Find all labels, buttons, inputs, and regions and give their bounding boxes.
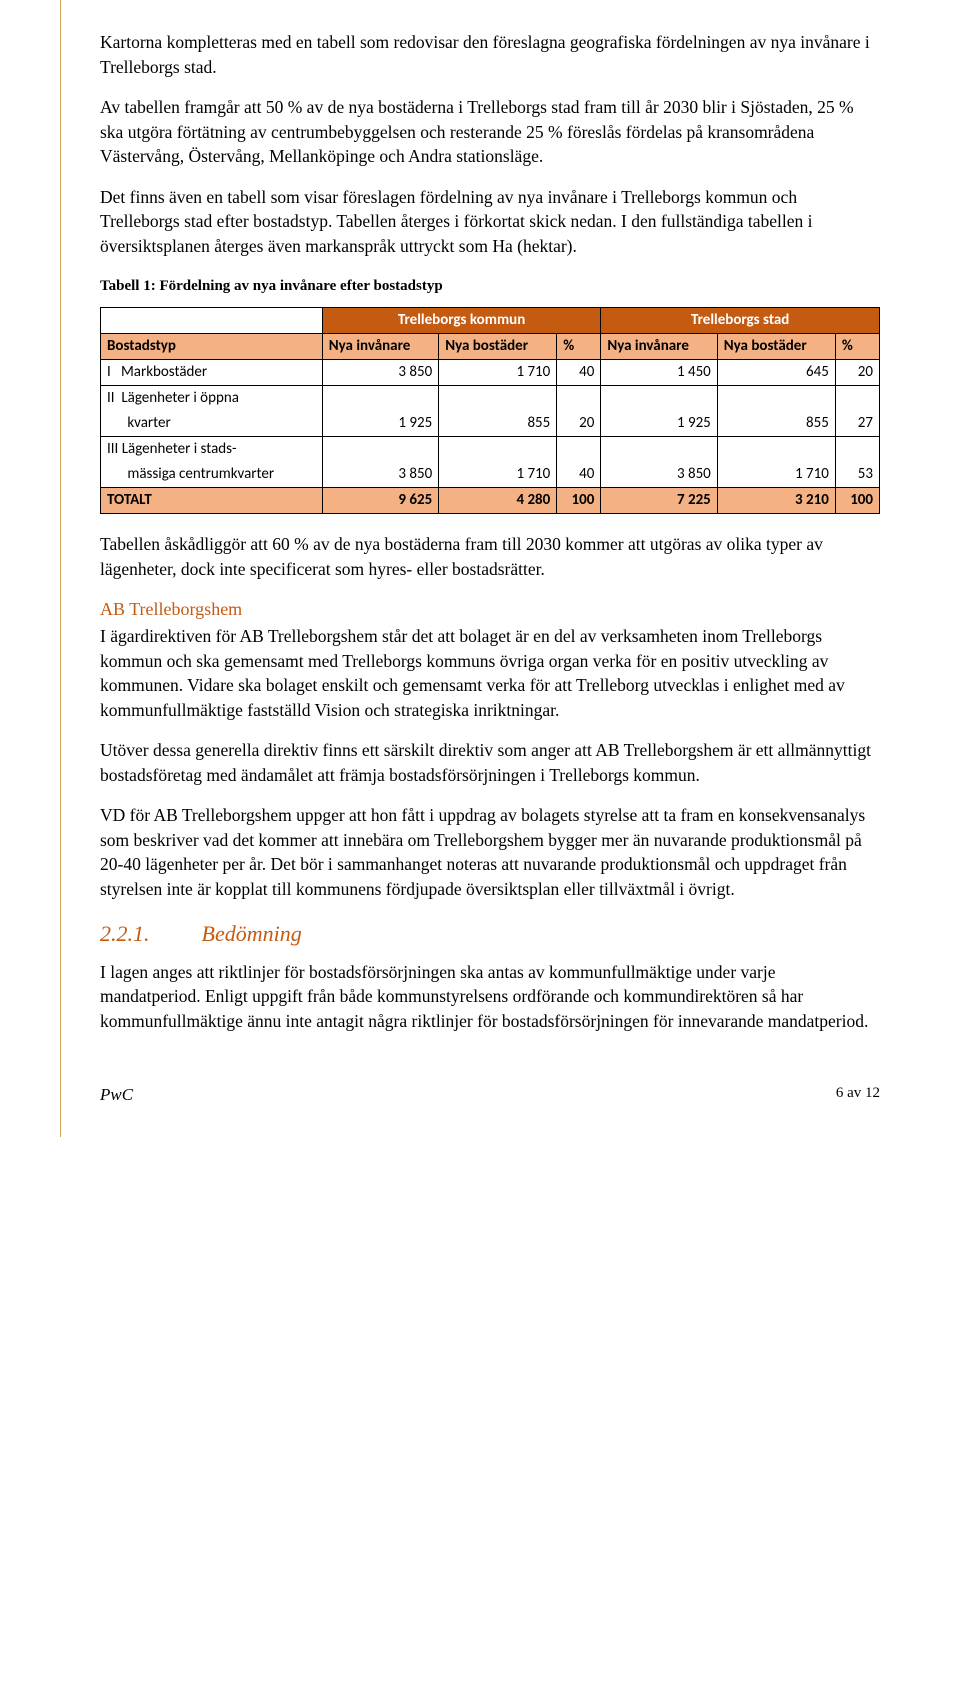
table-column-header: Nya invånare: [322, 334, 438, 360]
paragraph: Tabellen åskådliggör att 60 % av de nya …: [100, 532, 880, 581]
table-group-header: Trelleborgs kommun: [322, 308, 601, 334]
table-cell: 1 710: [439, 462, 557, 488]
table-cell: [557, 437, 601, 463]
table-cell: [322, 386, 438, 412]
table-group-header: Trelleborgs stad: [601, 308, 880, 334]
table-cell: [601, 437, 717, 463]
table-cell: kvarter: [101, 411, 323, 437]
table-cell: [557, 386, 601, 412]
table-cell: [835, 437, 879, 463]
table-cell: II Lägenheter i öppna: [101, 386, 323, 412]
section-title: Bedömning: [202, 921, 302, 946]
table-column-header: Nya invånare: [601, 334, 717, 360]
table-cell: 40: [557, 462, 601, 488]
table-cell: 20: [835, 360, 879, 386]
left-margin-rule: [60, 0, 61, 1137]
table-cell: 1 925: [322, 411, 438, 437]
table-cell: 855: [439, 411, 557, 437]
paragraph: Utöver dessa generella direktiv finns et…: [100, 738, 880, 787]
table-cell: 1 710: [717, 462, 835, 488]
paragraph: Av tabellen framgår att 50 % av de nya b…: [100, 95, 880, 169]
table-cell: 3 850: [601, 462, 717, 488]
table-cell: TOTALT: [101, 488, 323, 514]
table-column-header: %: [835, 334, 879, 360]
table-cell: [601, 386, 717, 412]
subheading-ab-trelleborgshem: AB Trelleborgshem: [100, 597, 880, 622]
paragraph: Det finns även en tabell som visar föres…: [100, 185, 880, 259]
table-cell: [835, 386, 879, 412]
table-cell: III Lägenheter i stads-: [101, 437, 323, 463]
table-cell: [717, 437, 835, 463]
table-cell: 4 280: [439, 488, 557, 514]
page-footer: PwC 6 av 12: [100, 1083, 880, 1107]
table-cell: 645: [717, 360, 835, 386]
paragraph: I lagen anges att riktlinjer för bostads…: [100, 960, 880, 1034]
table-caption: Tabell 1: Fördelning av nya invånare eft…: [100, 276, 880, 297]
table-cell: 53: [835, 462, 879, 488]
table-cell: 100: [557, 488, 601, 514]
table-cell: 40: [557, 360, 601, 386]
table-cell: [322, 437, 438, 463]
table-row: II Lägenheter i öppna: [101, 386, 880, 412]
table-row: III Lägenheter i stads-: [101, 437, 880, 463]
section-heading: 2.2.1. Bedömning: [100, 919, 880, 950]
table-cell: 855: [717, 411, 835, 437]
table-cell: 3 850: [322, 462, 438, 488]
table-cell: I Markbostäder: [101, 360, 323, 386]
paragraph: I ägardirektiven för AB Trelleborgshem s…: [100, 624, 880, 722]
table-corner-cell: [101, 308, 323, 334]
page-number: 6 av 12: [836, 1083, 880, 1107]
paragraph: Kartorna kompletteras med en tabell som …: [100, 30, 880, 79]
table-cell: 7 225: [601, 488, 717, 514]
table-cell: 3 210: [717, 488, 835, 514]
table-column-header: Nya bostäder: [717, 334, 835, 360]
table-cell: mässiga centrumkvarter: [101, 462, 323, 488]
table-cell: [439, 386, 557, 412]
table-column-header: %: [557, 334, 601, 360]
table-cell: [439, 437, 557, 463]
table-row: I Markbostäder 3 850 1 710 40 1 450 645 …: [101, 360, 880, 386]
pwc-logo: PwC: [100, 1083, 133, 1107]
table-cell: 20: [557, 411, 601, 437]
table-cell: 9 625: [322, 488, 438, 514]
table-group-header-row: Trelleborgs kommun Trelleborgs stad: [101, 308, 880, 334]
table-cell: 1 450: [601, 360, 717, 386]
table-cell: 27: [835, 411, 879, 437]
table-cell: 3 850: [322, 360, 438, 386]
table-total-row: TOTALT 9 625 4 280 100 7 225 3 210 100: [101, 488, 880, 514]
table-cell: [717, 386, 835, 412]
table-row: mässiga centrumkvarter 3 850 1 710 40 3 …: [101, 462, 880, 488]
section-number: 2.2.1.: [100, 919, 196, 950]
table-cell: 100: [835, 488, 879, 514]
paragraph: VD för AB Trelleborgshem uppger att hon …: [100, 803, 880, 901]
table-cell: 1 710: [439, 360, 557, 386]
table-cell: 1 925: [601, 411, 717, 437]
table-row: kvarter 1 925 855 20 1 925 855 27: [101, 411, 880, 437]
housing-distribution-table: Trelleborgs kommun Trelleborgs stad Bost…: [100, 307, 880, 514]
table-column-header-row: Bostadstyp Nya invånare Nya bostäder % N…: [101, 334, 880, 360]
table-column-header: Nya bostäder: [439, 334, 557, 360]
table-column-header: Bostadstyp: [101, 334, 323, 360]
